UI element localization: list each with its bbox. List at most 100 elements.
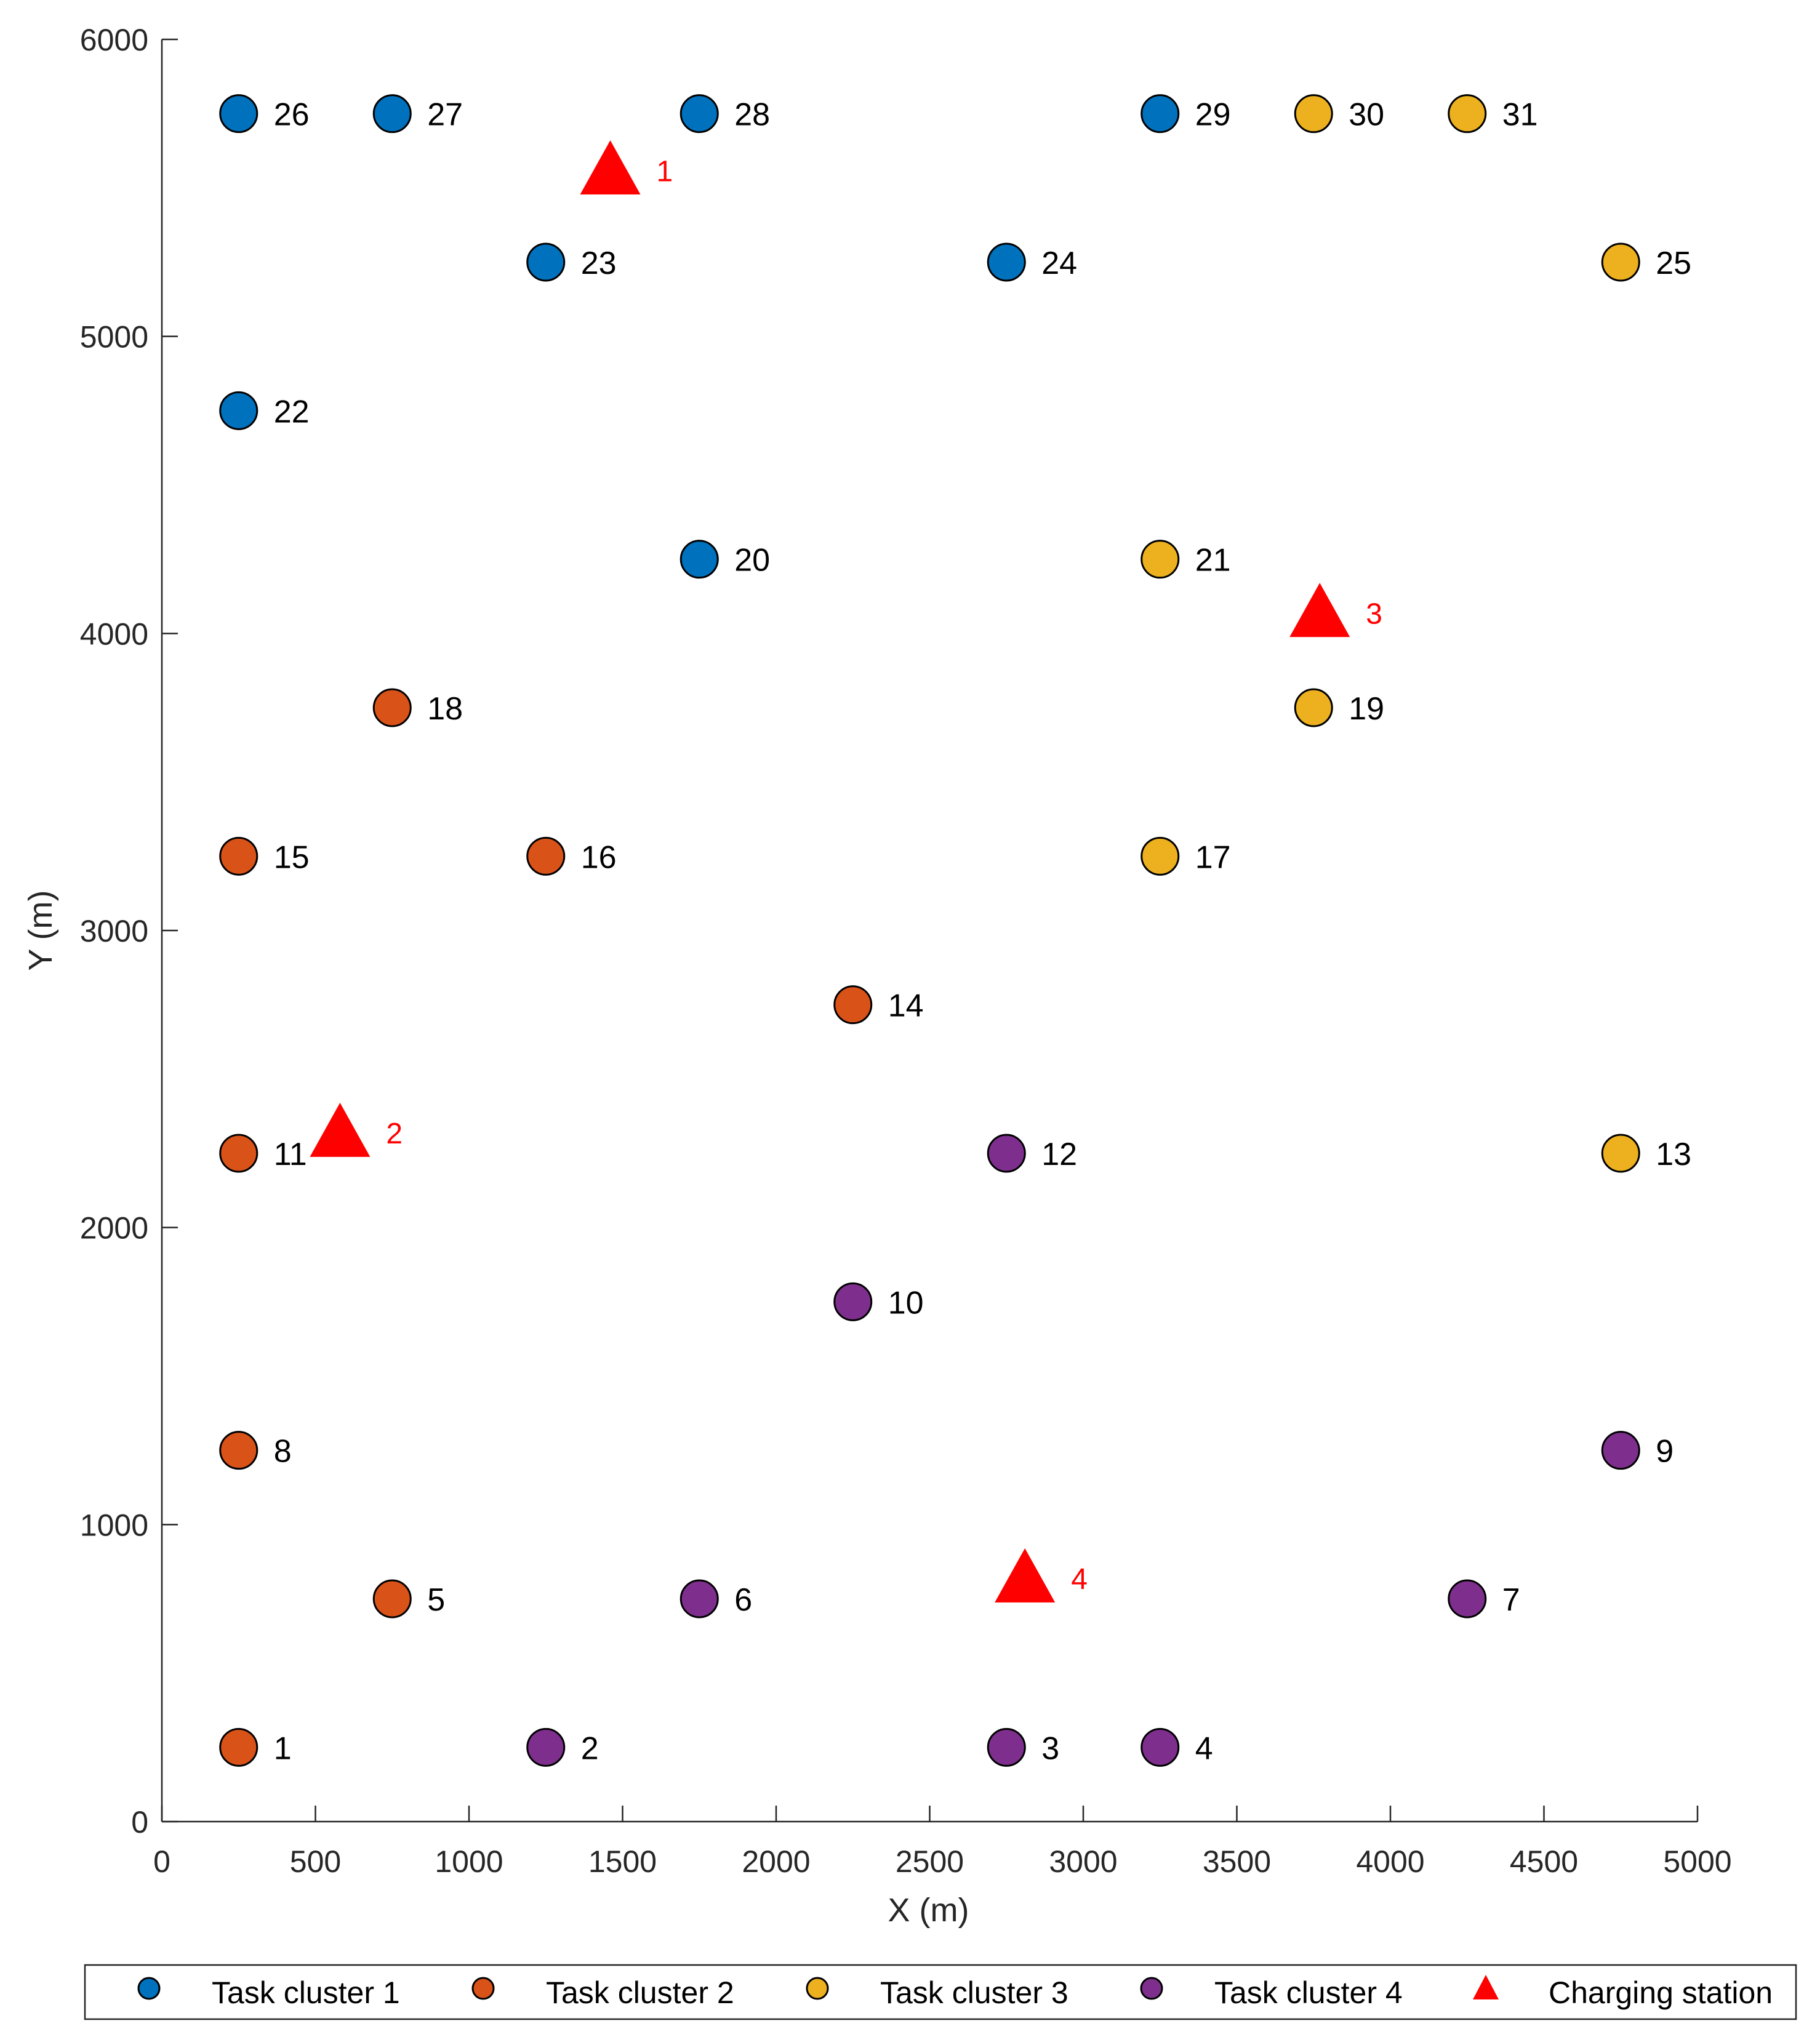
y-tick-label: 1000 — [80, 1508, 148, 1542]
task-point — [219, 1134, 259, 1173]
task-point-label: 6 — [734, 1582, 752, 1618]
task-point-label: 17 — [1195, 839, 1231, 875]
x-tick-label: 5000 — [1663, 1844, 1731, 1879]
task-point-label: 24 — [1041, 246, 1077, 281]
task-point-label: 3 — [1041, 1731, 1059, 1766]
task-point — [1141, 540, 1180, 579]
task-point — [679, 1579, 719, 1619]
legend-circle-icon — [806, 1977, 829, 2000]
task-point-label: 8 — [274, 1434, 292, 1470]
task-point-label: 22 — [274, 394, 310, 430]
task-point — [1141, 836, 1180, 876]
task-point — [1601, 1431, 1640, 1470]
charging-station-marker — [580, 140, 641, 194]
task-point-label: 21 — [1195, 543, 1231, 578]
task-point-label: 9 — [1656, 1434, 1674, 1470]
task-point — [1601, 1134, 1640, 1173]
task-point — [219, 836, 259, 876]
task-point-label: 5 — [427, 1582, 445, 1618]
task-point-label: 16 — [581, 839, 617, 875]
task-point — [1294, 688, 1333, 727]
task-point — [526, 242, 566, 282]
charging-station-label: 1 — [657, 155, 673, 188]
task-point-label: 31 — [1502, 97, 1538, 133]
task-point — [372, 1579, 412, 1619]
task-point — [219, 1727, 259, 1767]
y-tick-label: 0 — [131, 1805, 148, 1839]
legend-circle-icon — [137, 1977, 161, 2000]
x-tick-label: 0 — [153, 1844, 170, 1879]
task-point-label: 14 — [888, 988, 924, 1024]
task-point — [219, 391, 259, 430]
task-point-label: 15 — [274, 839, 310, 875]
task-point — [987, 1134, 1026, 1173]
charging-station-marker — [310, 1102, 371, 1157]
legend-entry-label: Task cluster 2 — [546, 1975, 734, 2010]
task-point — [987, 1727, 1026, 1767]
y-tick-label: 5000 — [80, 320, 148, 354]
task-point — [372, 94, 412, 134]
task-point — [1601, 242, 1640, 282]
y-tick-label: 3000 — [80, 914, 148, 948]
task-point-label: 12 — [1041, 1137, 1077, 1172]
task-point-label: 11 — [274, 1137, 307, 1172]
legend-circle-icon — [1140, 1977, 1163, 2000]
task-point-label: 18 — [427, 691, 463, 727]
legend-entry-label: Charging station — [1549, 1975, 1773, 2010]
task-point — [679, 94, 719, 134]
legend-entry-label: Task cluster 3 — [880, 1975, 1068, 2010]
x-tick-label: 2500 — [896, 1844, 964, 1879]
task-point — [679, 540, 719, 579]
legend-circle-icon — [471, 1977, 495, 2000]
x-tick-label: 3500 — [1203, 1844, 1271, 1879]
task-point-label: 25 — [1656, 246, 1691, 281]
task-point-label: 26 — [274, 97, 310, 133]
axes: 0 500 1000 1500 2000 2500 3000 3500 4000 4500 5000… — [22, 23, 1732, 1929]
task-point-label: 10 — [888, 1285, 924, 1321]
task-point-label: 23 — [581, 246, 617, 281]
legend-entry-label: Task cluster 4 — [1214, 1975, 1403, 2010]
x-tick-label: 1500 — [588, 1844, 657, 1879]
task-point-label: 13 — [1656, 1137, 1691, 1172]
task-point-label: 29 — [1195, 97, 1231, 133]
charging-station-marker — [995, 1548, 1056, 1603]
x-tick-label: 4500 — [1510, 1844, 1578, 1879]
y-tick-label: 6000 — [80, 23, 148, 57]
legend-box — [84, 1964, 1797, 2020]
task-point — [1141, 94, 1180, 134]
x-tick-label: 4000 — [1356, 1844, 1424, 1879]
x-axis-title: X (m) — [888, 1892, 969, 1929]
task-point — [526, 836, 566, 876]
task-point — [526, 1727, 566, 1767]
task-point-label: 4 — [1195, 1731, 1213, 1766]
x-tick-label: 2000 — [742, 1844, 810, 1879]
y-tick-label: 4000 — [80, 617, 148, 651]
task-point-label: 19 — [1349, 691, 1384, 727]
task-point — [987, 242, 1026, 282]
legend-triangle-icon — [1473, 1975, 1499, 1999]
task-point-label: 2 — [581, 1731, 599, 1766]
x-tick-label: 500 — [290, 1844, 341, 1879]
task-point — [1448, 94, 1487, 134]
charging-station-marker — [1289, 583, 1350, 638]
charging-station-label: 3 — [1366, 598, 1382, 631]
legend-entry-label: Task cluster 1 — [212, 1975, 400, 2010]
legend: Task cluster 1 Task cluster 2 Task cluster… — [84, 1964, 1797, 2020]
task-point-label: 1 — [274, 1731, 292, 1766]
task-point — [219, 1431, 259, 1470]
y-tick-label: 2000 — [80, 1211, 148, 1246]
task-point — [1141, 1727, 1180, 1767]
task-point — [833, 985, 873, 1025]
task-point-label: 28 — [734, 97, 770, 133]
task-point-label: 30 — [1349, 97, 1384, 133]
task-point-label: 27 — [427, 97, 463, 133]
task-point-label: 20 — [734, 543, 770, 578]
y-axis-title: Y (m) — [22, 890, 59, 971]
task-point — [219, 94, 259, 134]
task-point-label: 7 — [1502, 1582, 1520, 1618]
task-point — [372, 688, 412, 727]
charging-station-label: 2 — [386, 1118, 403, 1150]
